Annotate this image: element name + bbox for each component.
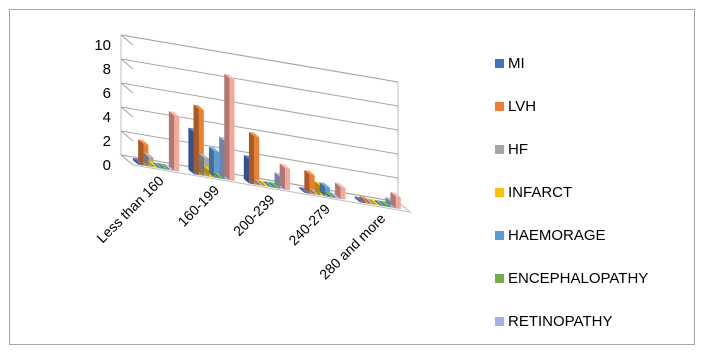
gridline-side — [120, 130, 134, 142]
gridline-side — [120, 106, 134, 118]
legend-item: MI — [495, 55, 525, 72]
gridline — [120, 130, 399, 179]
bar — [279, 163, 290, 191]
gridline — [120, 106, 399, 155]
bars — [133, 73, 401, 210]
legend-label: HAEMORAGE — [508, 227, 606, 244]
chart-canvas: 0 2 4 6 8 10 Less than 160 160-199 200-239 240-2… — [93, 34, 648, 330]
gridline — [120, 82, 399, 131]
bar — [248, 131, 260, 186]
y-tick-label: 4 — [103, 109, 111, 126]
chart-frame: 0 2 4 6 8 10 Less than 160 160-199 200-239 240-2… — [9, 9, 695, 345]
legend-item: INFARCT — [495, 184, 572, 201]
legend-swatch — [495, 188, 504, 197]
gridlines — [120, 34, 399, 203]
x-tick-label: 160-199 — [175, 182, 223, 230]
x-tick-label: 280 and more — [316, 210, 389, 283]
y-axis-ticks: 0 2 4 6 8 10 — [94, 37, 111, 174]
legend-label: MI — [508, 55, 525, 72]
legend-label: HF — [508, 141, 528, 158]
y-tick-label: 2 — [103, 133, 111, 150]
legend-swatch — [495, 102, 504, 111]
bar — [208, 146, 220, 179]
bar — [335, 182, 346, 200]
gridline-side — [120, 154, 134, 166]
bar — [224, 73, 235, 182]
gridline-side — [120, 82, 134, 94]
legend-swatch — [495, 317, 504, 326]
legend-item: ENCEPHALOPATHY — [495, 270, 648, 287]
legend-item: LVH — [495, 98, 536, 115]
legend-swatch — [495, 274, 504, 283]
legend-label: INFARCT — [508, 184, 572, 201]
y-tick-label: 8 — [103, 61, 111, 78]
legend-label: RETINOPATHY — [508, 313, 612, 330]
legend-swatch — [495, 59, 504, 68]
legend-label: LVH — [508, 98, 536, 115]
legend-item: HAEMORAGE — [495, 227, 606, 244]
legend-label: ENCEPHALOPATHY — [508, 270, 648, 287]
x-tick-label: Less than 160 — [93, 172, 167, 246]
legend-item: HF — [495, 141, 528, 158]
back-wall — [120, 34, 399, 203]
y-tick-label: 0 — [103, 157, 111, 174]
x-tick-label: 200-239 — [230, 191, 278, 239]
gridline-side — [120, 34, 134, 46]
legend-swatch — [495, 145, 504, 154]
bar — [168, 111, 180, 172]
y-tick-label: 10 — [94, 37, 111, 54]
x-tick-label: 240-279 — [285, 201, 333, 249]
y-tick-label: 6 — [103, 85, 111, 102]
legend-swatch — [495, 231, 504, 240]
legend-item: RETINOPATHY — [495, 313, 612, 330]
legend: MI LVH HF INFARCT HAEMORAGE ENCEPHALOPATHY RET… — [495, 55, 648, 330]
bar — [390, 191, 401, 210]
gridline — [120, 58, 399, 107]
gridline-side — [120, 58, 134, 70]
gridline — [120, 34, 399, 83]
gridline — [120, 154, 399, 203]
